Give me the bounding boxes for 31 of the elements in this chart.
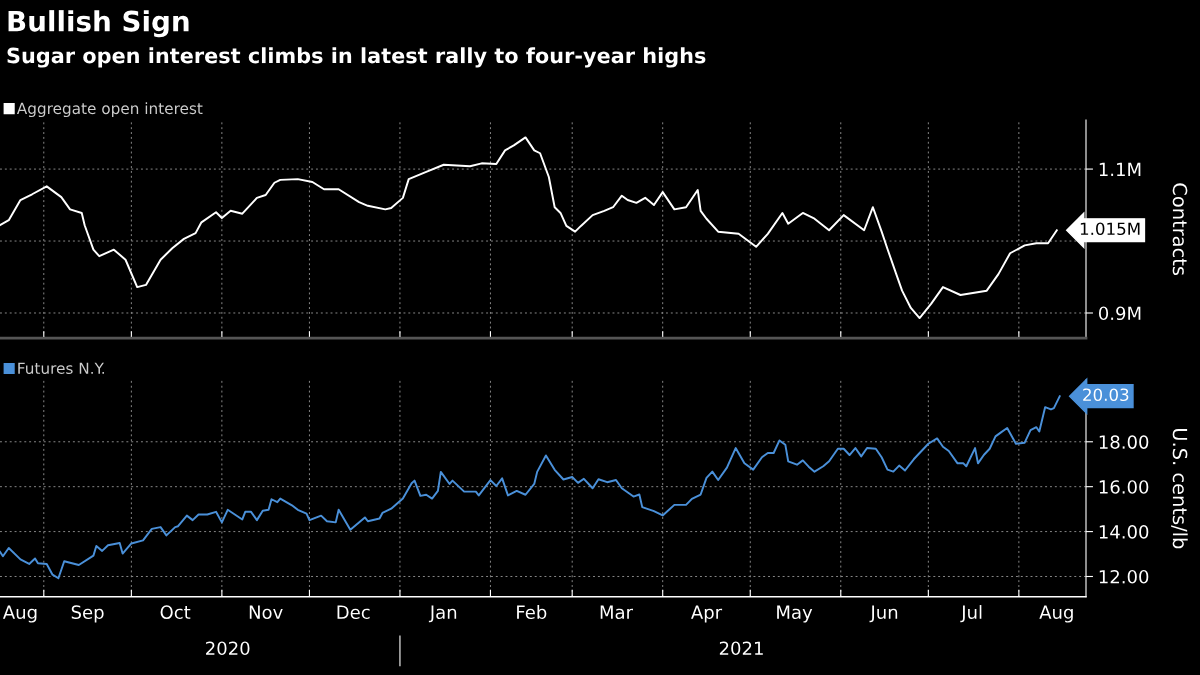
data-label: 1.015M <box>1080 222 1140 236</box>
x-tick-label: May <box>777 605 813 623</box>
x-tick-label: Sep <box>71 605 104 623</box>
x-tick-label: Jul <box>960 605 982 623</box>
y-tick-label: 14.00 <box>1099 525 1149 539</box>
y-tick-label: 0.9M <box>1099 306 1141 321</box>
x2-tick-label: 2020 <box>206 641 250 656</box>
y-axis-title: Contracts <box>1172 183 1188 276</box>
legend-label: Futures N.Y. <box>18 362 104 375</box>
x2-tick-label: 2021 <box>719 641 763 656</box>
x-tick-label: Jan <box>428 605 457 623</box>
x-tick-label: Nov <box>249 605 283 620</box>
x-tick-label: Feb <box>517 605 547 620</box>
line-series <box>0 395 1061 580</box>
chart-subtitle: Sugar open interest climbs in latest rally to four-year highs <box>7 47 706 68</box>
y-axis-title: U.S. cents/lb <box>1171 428 1188 549</box>
y-tick-label: 12.00 <box>1099 569 1149 584</box>
line-series <box>0 136 1058 319</box>
y-tick-label: 16.00 <box>1099 480 1149 494</box>
y-tick-label: 18.00 <box>1099 435 1149 449</box>
chart-title: Bullish Sign <box>8 10 189 38</box>
x-tick-label: Oct <box>160 605 191 620</box>
x-tick-label: Aug <box>1039 605 1073 623</box>
x-tick-label: Dec <box>337 605 370 620</box>
x-tick-label: Apr <box>691 605 723 623</box>
data-label: 20.03 <box>1083 388 1129 402</box>
x-tick-label: Mar <box>600 605 634 620</box>
x-tick-label: Aug <box>2 605 37 623</box>
y-tick-label: 1.1M <box>1099 162 1141 176</box>
x-tick-label: Jun <box>869 605 898 623</box>
legend-label: Aggregate open interest <box>16 102 203 118</box>
